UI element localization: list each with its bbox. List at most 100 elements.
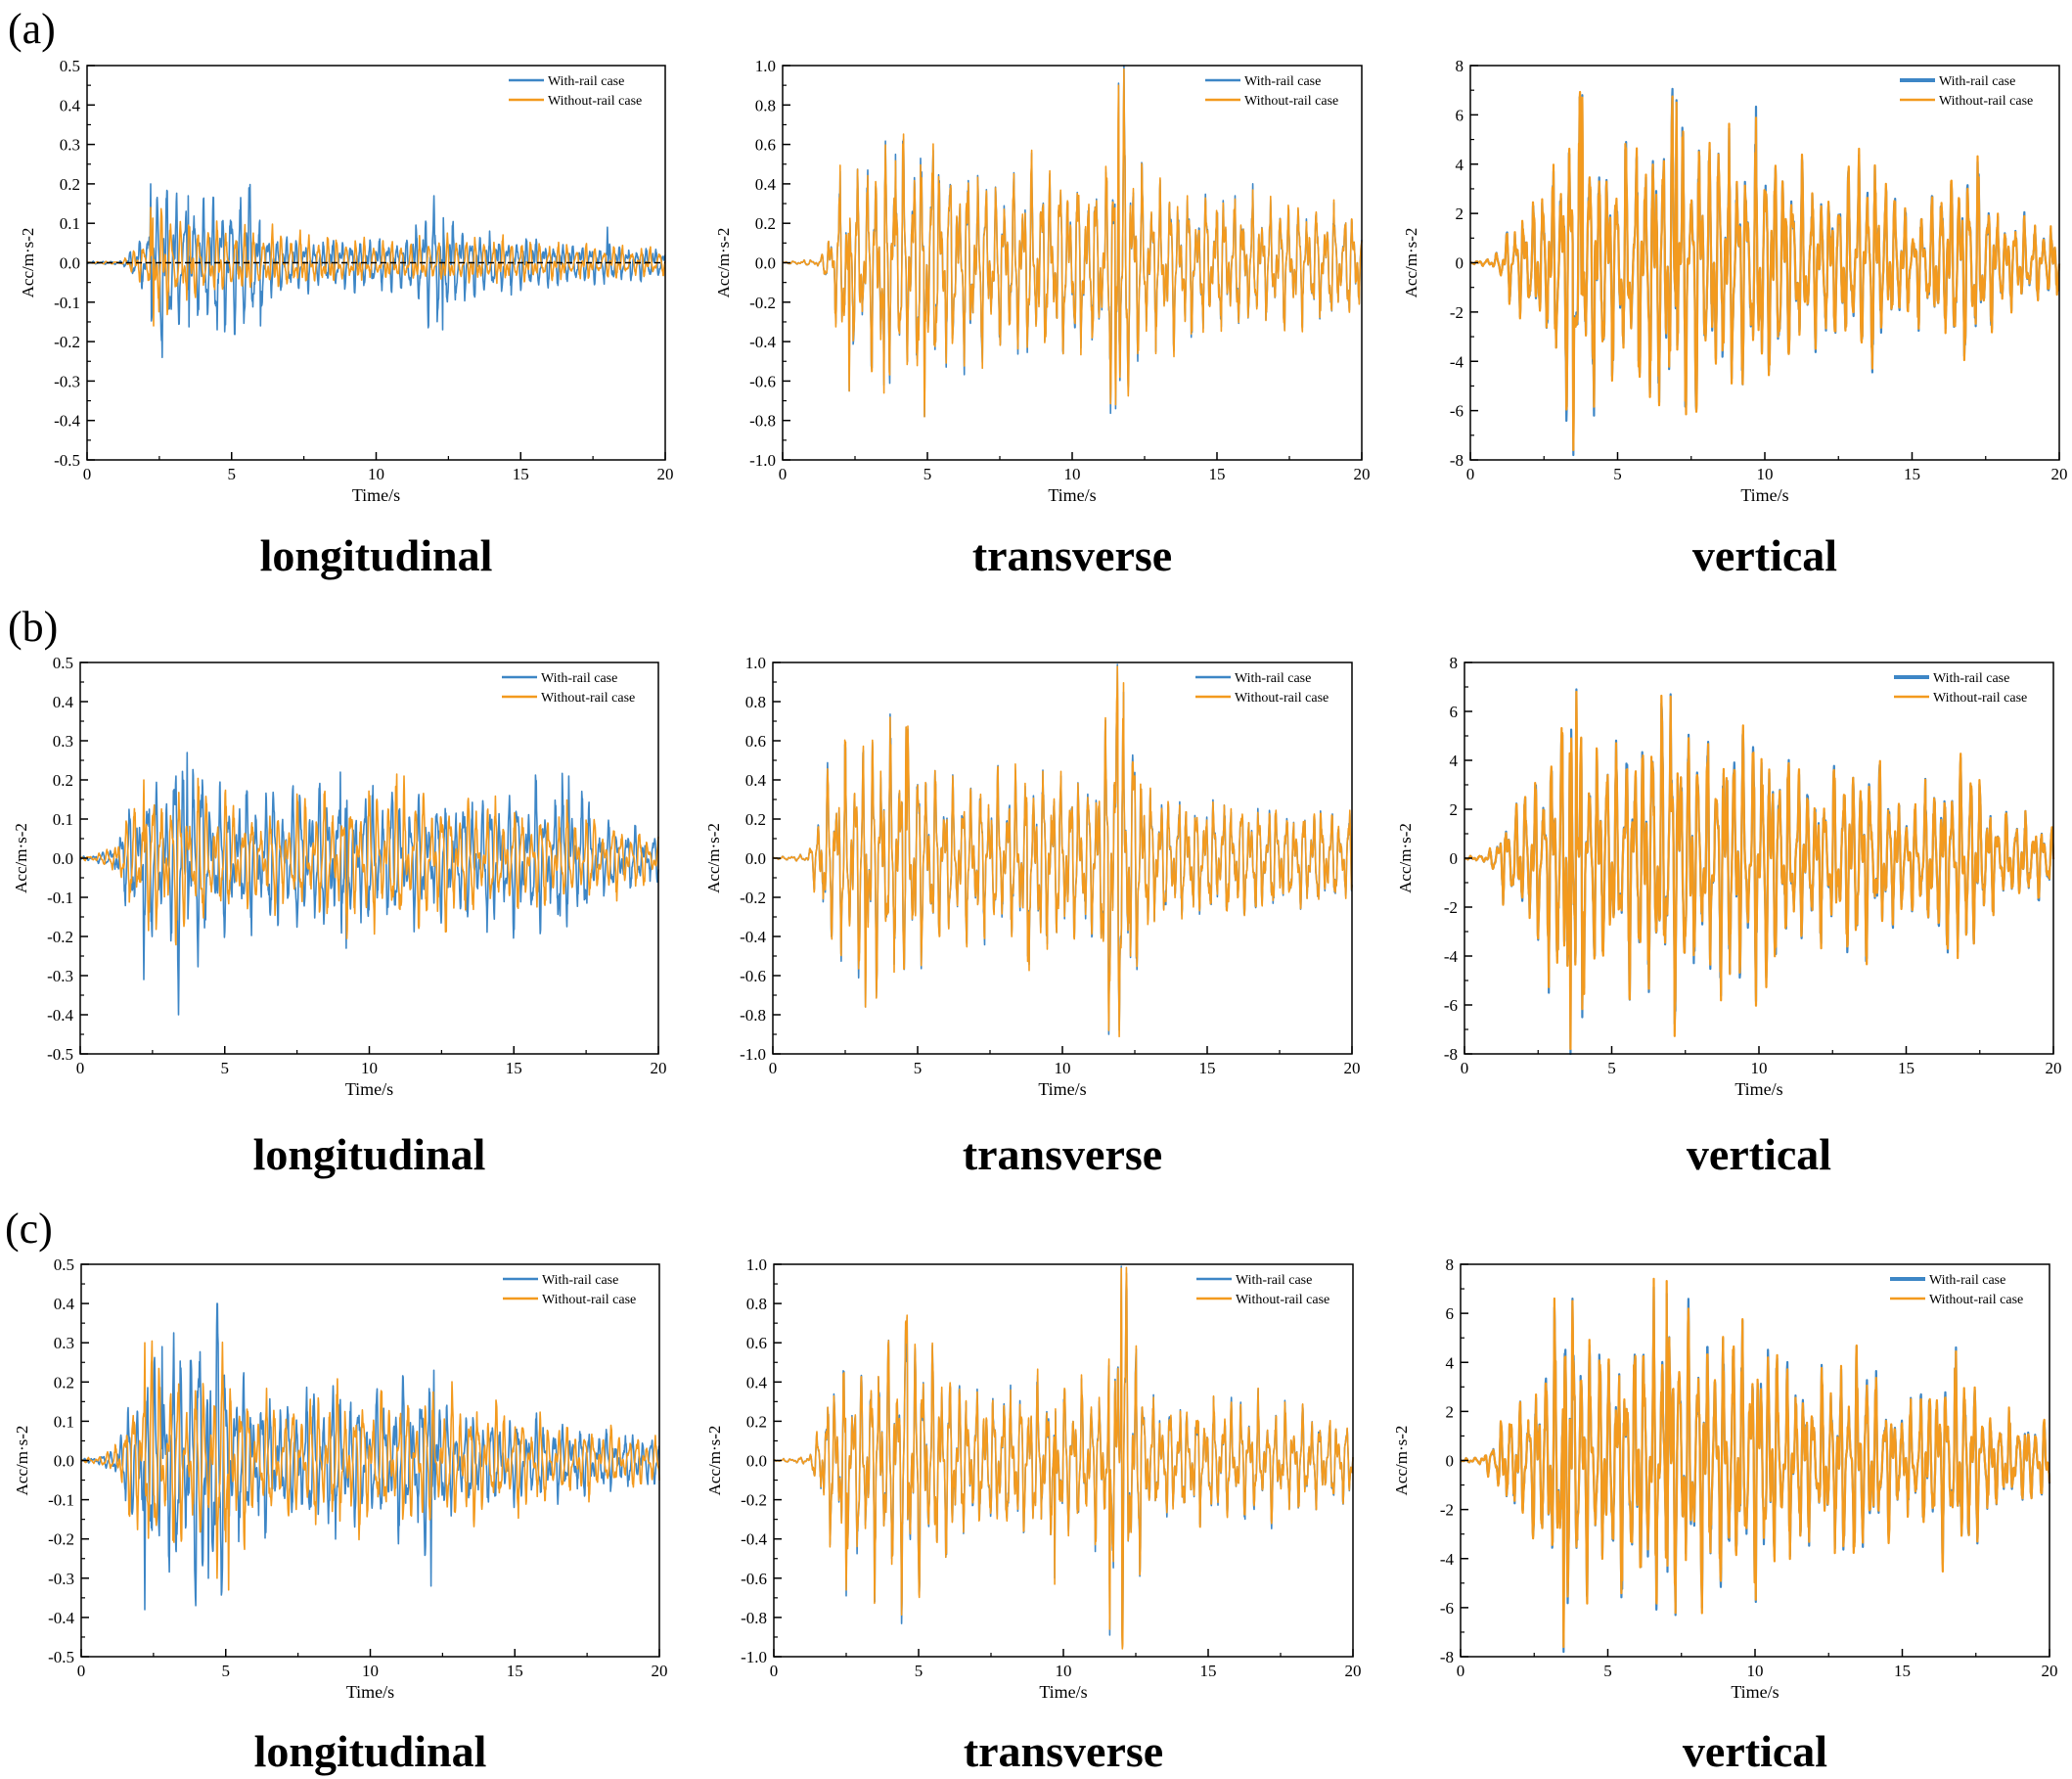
y-tick-label: 1.0 bbox=[745, 654, 766, 672]
chart-c-transverse: 0 5 10 15 20 -1.0 -0.8 -0.6 -0.4 -0.2 0.0 0.2 0.4 0.6… bbox=[705, 1255, 1362, 1702]
y-tick-label: 4 bbox=[1446, 1353, 1455, 1372]
y-tick-label: 0.3 bbox=[54, 1334, 74, 1352]
x-axis-label: Time/s bbox=[1734, 1079, 1782, 1099]
x-tick-label: 5 bbox=[1613, 465, 1622, 483]
x-tick-label: 0 bbox=[77, 1662, 86, 1680]
x-tick-label: 15 bbox=[1894, 1662, 1911, 1680]
y-tick-label: -0.4 bbox=[740, 928, 766, 946]
y-tick-label: 6 bbox=[1446, 1304, 1455, 1323]
x-tick-label: 0 bbox=[76, 1059, 85, 1077]
x-tick-label: 0 bbox=[1457, 1662, 1465, 1680]
y-tick-label: 2 bbox=[1450, 800, 1459, 819]
panel-caption: longitudinal bbox=[254, 1726, 487, 1776]
y-tick-label: 0.4 bbox=[53, 693, 74, 711]
y-tick-label: 0.2 bbox=[745, 810, 766, 829]
x-tick-label: 15 bbox=[513, 465, 529, 483]
legend-label: Without-rail case bbox=[1236, 1293, 1329, 1307]
y-tick-label: -8 bbox=[1440, 1648, 1454, 1666]
y-tick-label: 8 bbox=[1456, 57, 1464, 75]
y-axis-label: Acc/m·s-2 bbox=[13, 1426, 31, 1496]
y-tick-label: -8 bbox=[1450, 451, 1464, 470]
legend-label: With-rail case bbox=[1235, 671, 1311, 686]
panel-caption: vertical bbox=[1687, 1129, 1831, 1179]
y-tick-label: -6 bbox=[1450, 402, 1464, 421]
x-tick-label: 10 bbox=[1751, 1059, 1768, 1077]
x-tick-label: 20 bbox=[657, 465, 674, 483]
x-tick-label: 10 bbox=[1757, 465, 1774, 483]
x-tick-label: 10 bbox=[361, 1059, 378, 1077]
y-tick-label: 0.4 bbox=[755, 175, 777, 194]
x-tick-label: 15 bbox=[506, 1059, 522, 1077]
x-tick-label: 15 bbox=[1200, 1662, 1217, 1680]
x-axis-label: Time/s bbox=[1731, 1682, 1779, 1702]
y-tick-label: -0.3 bbox=[54, 372, 80, 390]
x-tick-label: 5 bbox=[914, 1059, 923, 1077]
x-tick-label: 0 bbox=[769, 1059, 778, 1077]
legend-label: With-rail case bbox=[1939, 74, 2015, 89]
panel-caption: longitudinal bbox=[260, 530, 493, 580]
y-tick-label: 0.4 bbox=[60, 96, 81, 114]
y-tick-label: -0.6 bbox=[741, 1570, 767, 1588]
x-tick-label: 0 bbox=[1466, 465, 1475, 483]
x-tick-label: 20 bbox=[652, 1662, 668, 1680]
y-axis-label: Acc/m·s-2 bbox=[704, 823, 723, 893]
x-axis-label: Time/s bbox=[1740, 485, 1788, 505]
y-tick-label: -0.8 bbox=[741, 1609, 767, 1627]
x-tick-label: 0 bbox=[1461, 1059, 1469, 1077]
panel-row-label: (b) bbox=[8, 603, 58, 651]
panel-row-label: (c) bbox=[5, 1205, 53, 1253]
y-tick-label: 6 bbox=[1456, 106, 1464, 124]
x-tick-label: 15 bbox=[1199, 1059, 1216, 1077]
series-line-without-rail bbox=[772, 665, 1353, 1038]
legend-label: Without-rail case bbox=[1244, 94, 1338, 109]
y-tick-label: 0.4 bbox=[746, 1373, 768, 1391]
y-tick-label: 0.0 bbox=[53, 849, 73, 868]
y-tick-label: -2 bbox=[1444, 898, 1458, 917]
panel-caption: transverse bbox=[972, 530, 1172, 580]
legend-label: Without-rail case bbox=[1929, 1293, 2023, 1307]
series-line-without-rail bbox=[1469, 90, 2061, 451]
x-tick-label: 5 bbox=[923, 465, 932, 483]
y-tick-label: -0.2 bbox=[47, 928, 73, 946]
y-tick-label: 0.6 bbox=[755, 136, 776, 155]
x-tick-label: 5 bbox=[915, 1662, 923, 1680]
y-tick-label: -0.4 bbox=[47, 1006, 73, 1025]
legend-label: With-rail case bbox=[1236, 1273, 1312, 1288]
y-tick-label: -0.2 bbox=[48, 1530, 74, 1549]
series-line-without-rail bbox=[86, 206, 666, 327]
x-axis-label: Time/s bbox=[352, 485, 400, 505]
y-tick-label: 1.0 bbox=[755, 57, 776, 75]
x-tick-label: 15 bbox=[1898, 1059, 1914, 1077]
x-tick-label: 10 bbox=[1747, 1662, 1764, 1680]
y-tick-label: 0.5 bbox=[53, 654, 73, 672]
y-tick-label: 0.8 bbox=[745, 693, 766, 711]
y-tick-label: 0.0 bbox=[60, 254, 80, 273]
y-tick-label: 0.2 bbox=[53, 771, 73, 790]
y-tick-label: -1.0 bbox=[749, 451, 776, 470]
legend-label: Without-rail case bbox=[542, 1293, 636, 1307]
y-tick-label: -0.4 bbox=[749, 333, 776, 351]
y-tick-label: -0.5 bbox=[54, 451, 80, 470]
series-line-without-rail bbox=[782, 68, 1363, 418]
y-tick-label: 8 bbox=[1446, 1255, 1455, 1274]
legend-label: Without-rail case bbox=[1933, 691, 2027, 706]
chart-b-longitudinal: 0 5 10 15 20 -0.5 -0.4 -0.3 -0.2 -0.1 0.0 0.1 0.2 0.3… bbox=[12, 654, 667, 1099]
y-tick-label: 0.1 bbox=[54, 1412, 74, 1431]
y-tick-label: 2 bbox=[1446, 1402, 1455, 1421]
y-axis-label: Acc/m·s-2 bbox=[714, 228, 733, 298]
chart-b-vertical: 0 5 10 15 20 -8 -6 -4 -2 0 2 4 6 8 Time/s Acc/m·s-2 With… bbox=[1396, 654, 2062, 1099]
y-tick-label: -0.2 bbox=[54, 333, 80, 351]
y-tick-label: -4 bbox=[1440, 1550, 1455, 1569]
legend-label: With-rail case bbox=[1933, 671, 2009, 686]
chart-b-transverse: 0 5 10 15 20 -1.0 -0.8 -0.6 -0.4 -0.2 0.0 0.2 0.4 0.6… bbox=[704, 654, 1361, 1099]
x-axis-label: Time/s bbox=[345, 1079, 393, 1099]
y-tick-label: 0 bbox=[1446, 1452, 1455, 1471]
legend-label: With-rail case bbox=[548, 74, 624, 89]
y-tick-label: 0.1 bbox=[53, 810, 73, 829]
x-tick-label: 10 bbox=[368, 465, 384, 483]
y-tick-label: 0.2 bbox=[60, 175, 80, 194]
y-tick-label: -0.6 bbox=[740, 967, 766, 985]
y-tick-label: -0.1 bbox=[47, 889, 73, 907]
y-tick-label: 0.2 bbox=[746, 1412, 767, 1431]
